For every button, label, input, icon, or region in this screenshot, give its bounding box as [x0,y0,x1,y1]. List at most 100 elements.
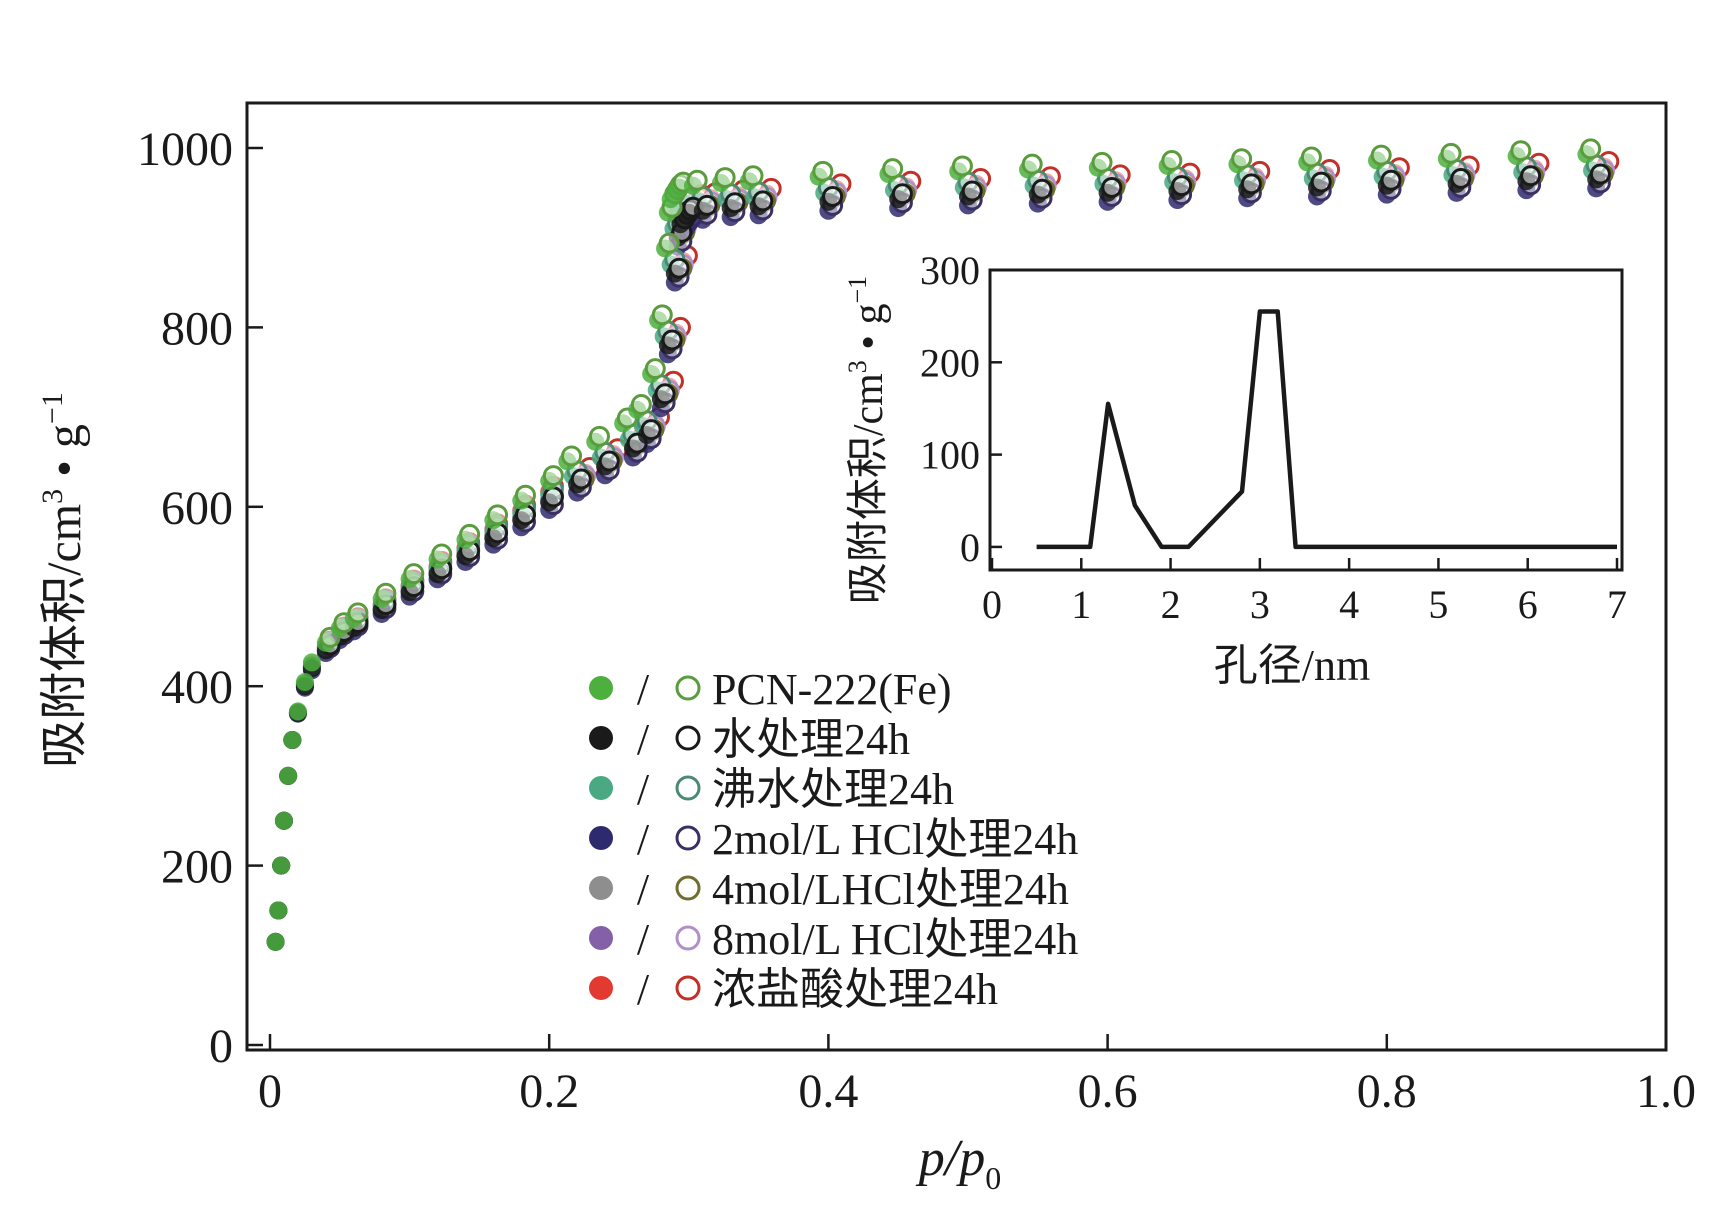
legend-filled-marker [589,826,613,850]
legend-separator: / [637,765,650,814]
desorption-point [742,165,764,187]
legend-label: 8mol/L HCl处理24h [712,915,1078,964]
desorption-point [1310,171,1332,193]
inset-x-tick-label: 7 [1607,582,1627,627]
desorption-point [514,484,536,506]
y-axis-label-sup: 3 [36,489,69,504]
desorption-point [1101,176,1123,198]
adsorption-point [266,932,285,951]
y-tick-label: 0 [209,1020,233,1073]
desorption-point [661,329,683,351]
desorption-point [403,563,425,585]
desorption-point [542,465,564,487]
inset-y-tick-label: 0 [960,525,980,570]
y-axis-label-tail: • g [38,424,91,489]
y-axis-label-exp: −1 [36,392,69,424]
legend-open-marker [675,775,701,801]
desorption-point [1231,148,1253,170]
legend-filled-marker [589,876,613,900]
x-axis-label-subscript: 0 [985,1160,1001,1196]
legend-open-marker [675,825,701,851]
legend-separator: / [637,815,650,864]
legend-separator: / [637,915,650,964]
y-axis-label: 吸附体积/cm3 • g−1 [36,392,91,768]
inset-x-tick-label: 0 [982,582,1002,627]
adsorption-point [288,702,307,721]
adsorption-point [272,856,291,875]
desorption-point [1580,138,1602,160]
y-tick-label: 800 [161,302,233,355]
desorption-point [487,504,509,526]
legend-open-marker [675,725,701,751]
y-tick-label: 1000 [137,123,233,176]
desorption-point [812,160,834,182]
desorption-point [570,468,592,490]
desorption-point [1380,169,1402,191]
main-plot-frame [245,101,1668,1052]
legend-filled-marker [589,776,613,800]
inset-x-tick-label: 1 [1071,582,1091,627]
x-axis-label: p/p0 [915,1130,1001,1196]
desorption-point [1300,146,1322,168]
desorption-point [961,180,983,202]
isotherm-markers [266,138,1620,951]
desorption-point [561,445,583,467]
inset-y-axis-label-main: 吸附体积/cm [846,373,892,604]
y-tick-label: 600 [161,482,233,535]
desorption-point [542,486,564,508]
inset-x-tick-label: 4 [1339,582,1359,627]
legend-filled-marker [589,676,613,700]
x-axis-label-main: p/p [915,1130,985,1187]
desorption-point [598,450,620,472]
inset-x-tick-label: 6 [1518,582,1538,627]
desorption-point [651,304,673,326]
desorption-point [1450,167,1472,189]
desorption-point [1031,178,1053,200]
desorption-point [654,383,676,405]
desorption-point [696,194,718,216]
inset-y-axis-label-sup: 3 [843,360,872,373]
desorption-point [951,155,973,177]
legend-label: 沸水处理24h [712,765,954,814]
desorption-point [668,257,690,279]
desorption-point [347,602,369,624]
desorption-point [752,190,774,212]
desorption-point [822,185,844,207]
desorption-point [1161,150,1183,172]
legend-separator: / [637,715,650,764]
inset-y-axis-label-exp: −1 [843,276,872,304]
y-axis-label-main: 吸附体积/cm [38,504,91,768]
legend-filled-marker [589,976,613,1000]
y-tick-label: 400 [161,661,233,714]
desorption-point [658,232,680,254]
x-tick-label: 0.8 [1357,1065,1417,1118]
desorption-point [891,183,913,205]
desorption-point [1589,163,1611,185]
desorption-point [588,425,610,447]
legend-separator: / [637,865,650,914]
inset-x-axis-label: 孔径/nm [1214,641,1370,690]
desorption-point [724,192,746,214]
desorption-point [1171,175,1193,197]
adsorption-point [302,653,321,672]
inset-y-tick-label: 300 [920,248,980,293]
legend-separator: / [637,665,650,714]
legend-open-marker [675,675,701,701]
legend-label: 2mol/L HCl处理24h [712,815,1078,864]
desorption-point [431,543,453,565]
desorption-point [459,523,481,545]
inset-y-tick-label: 100 [920,433,980,478]
legend-filled-marker [589,726,613,750]
desorption-point [1021,153,1043,175]
desorption-point [640,419,662,441]
legend-label: 浓盐酸处理24h [712,965,998,1014]
y-tick-label: 200 [161,841,233,894]
desorption-point [1240,173,1262,195]
desorption-point [1520,165,1542,187]
x-tick-label: 0.6 [1078,1065,1138,1118]
legend-label: 水处理24h [712,715,910,764]
inset-y-tick-label: 200 [920,340,980,385]
main-plot: 0 0.2 0.4 0.6 0.8 1.002004006008001000p/p0吸附体… [36,101,1696,1196]
